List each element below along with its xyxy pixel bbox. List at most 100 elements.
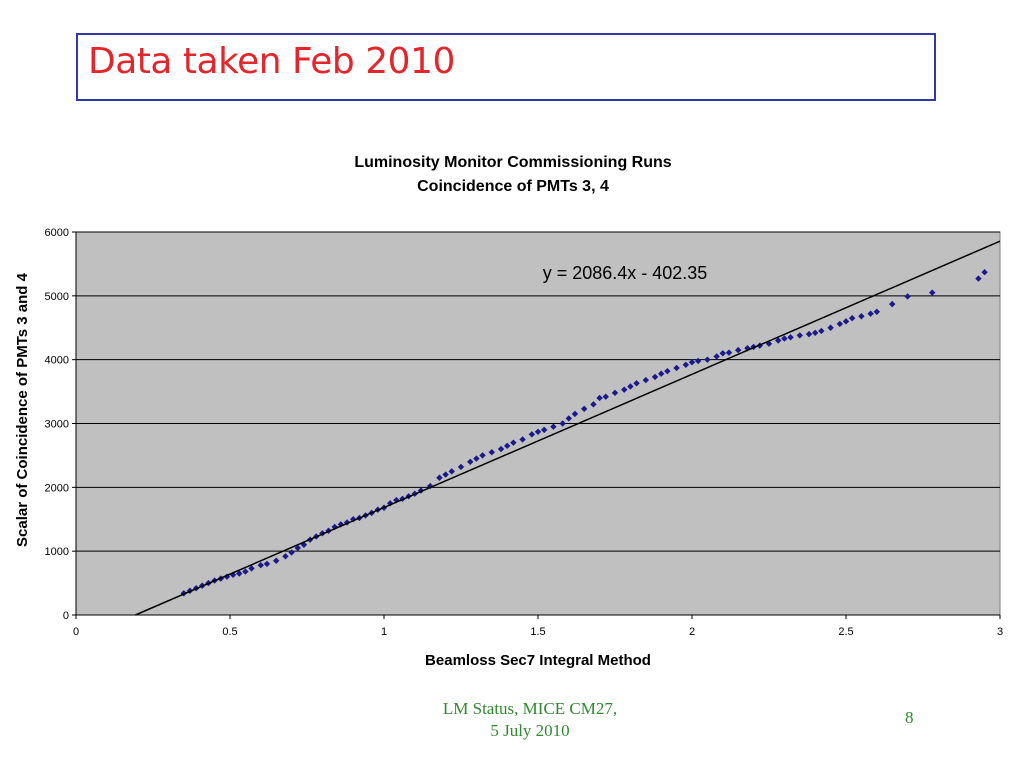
data-point [596,394,603,402]
y-tick-label: 0 [63,610,69,622]
data-point [467,458,474,465]
data-point [673,364,680,372]
data-point [633,380,640,387]
data-point [436,474,443,481]
data-point [787,334,794,341]
data-point [682,361,690,368]
data-point [273,557,280,564]
data-point [694,357,702,365]
data-point [448,468,455,475]
data-point [602,393,609,400]
data-point [658,370,665,377]
data-point [704,356,711,363]
data-point [719,350,726,357]
y-tick-label: 4000 [45,355,69,367]
data-point [294,544,301,552]
trendline-equation: y = 2086.4x - 402.35 [543,263,708,283]
data-point [805,330,813,338]
y-axis-label: Scalar of Coincidence of PMTs 3 and 4 [14,272,31,547]
data-point [473,455,480,462]
data-point [282,553,289,560]
page-number: 8 [905,708,914,727]
data-point [904,293,911,300]
data-point [818,327,825,335]
data-point [236,570,243,577]
y-tick-label: 2000 [45,482,69,494]
data-point [479,452,486,459]
data-point [488,449,495,456]
data-point [257,562,264,569]
data-point [735,346,742,354]
data-point [248,565,255,572]
data-point [827,324,834,331]
data-point [559,420,566,427]
data-point [981,269,988,276]
chart-subtitle: Coincidence of PMTs 3, 4 [417,178,609,195]
data-point [725,349,733,356]
data-point [929,289,936,296]
data-point [713,353,720,360]
data-point [497,445,505,453]
data-point [812,329,819,337]
data-point [223,573,231,580]
trendline [135,240,1001,616]
axes: 0 1000 2000 3000 4000 5000 6000 0 0.5 1 1.5 2 2.5 3 [45,227,1004,638]
data-point [590,401,597,408]
data-point [621,386,628,393]
x-tick-label: 2.5 [838,626,853,638]
data-point [540,426,548,434]
data-point [842,318,850,325]
footer-line-1: LM Status, MICE CM27, [442,699,618,718]
x-tick-label: 1 [381,626,387,638]
data-point [442,471,449,478]
data-point [581,405,588,413]
scatter-chart: Luminosity Monitor Commissioning Runs Co… [14,154,1004,669]
data-point [781,335,788,342]
chart-title: Luminosity Monitor Commissioning Runs [354,154,671,171]
data-point [889,300,896,308]
data-point [975,275,982,282]
data-point [867,310,874,317]
data-point [627,383,634,390]
data-point [836,320,844,328]
data-point [504,442,511,450]
y-tick-label: 5000 [45,291,69,303]
x-tick-label: 0.5 [222,626,237,638]
data-point [519,436,526,443]
data-point [651,373,659,381]
x-axis-label: Beamloss Sec7 Integral Method [425,652,651,669]
data-point [796,332,803,339]
data-point [611,389,619,397]
data-point [848,314,856,322]
x-tick-label: 1.5 [530,626,545,638]
slide-title: Data taken Feb 2010 [88,41,455,82]
data-point [744,344,751,352]
data-point [550,423,557,430]
y-tick-label: 6000 [45,227,69,239]
data-point [263,560,271,568]
data-point [331,523,338,531]
data-point [775,337,782,344]
data-point [510,439,517,446]
grid-lines [76,231,1000,616]
data-point [873,308,880,315]
data-point [688,359,696,366]
data-point [528,431,536,438]
data-point [242,568,249,575]
data-point [288,549,295,556]
data-point [664,367,671,375]
footer-text: LM Status, MICE CM27, 5 July 2010 [400,698,660,742]
y-tick-label: 1000 [45,546,69,558]
data-point [457,463,465,471]
y-tick-label: 3000 [45,419,69,431]
data-point [571,410,579,418]
x-tick-label: 3 [997,626,1003,638]
x-tick-label: 2 [689,626,695,638]
data-point [858,313,865,320]
slide-title-box: Data taken Feb 2010 [76,33,936,101]
data-point [642,376,649,384]
data-point [534,428,542,435]
data-point [565,415,572,422]
x-tick-label: 0 [73,626,79,638]
footer-line-2: 5 July 2010 [490,721,570,740]
